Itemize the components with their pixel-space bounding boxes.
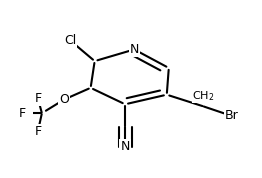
Text: N: N — [130, 43, 139, 56]
Text: F: F — [34, 125, 41, 138]
Text: Cl: Cl — [64, 34, 77, 47]
Text: CH$_2$: CH$_2$ — [192, 89, 215, 103]
Text: O: O — [59, 93, 69, 106]
Text: Br: Br — [225, 109, 239, 122]
Text: N: N — [121, 140, 130, 153]
Text: F: F — [34, 92, 41, 105]
Text: F: F — [19, 107, 26, 120]
